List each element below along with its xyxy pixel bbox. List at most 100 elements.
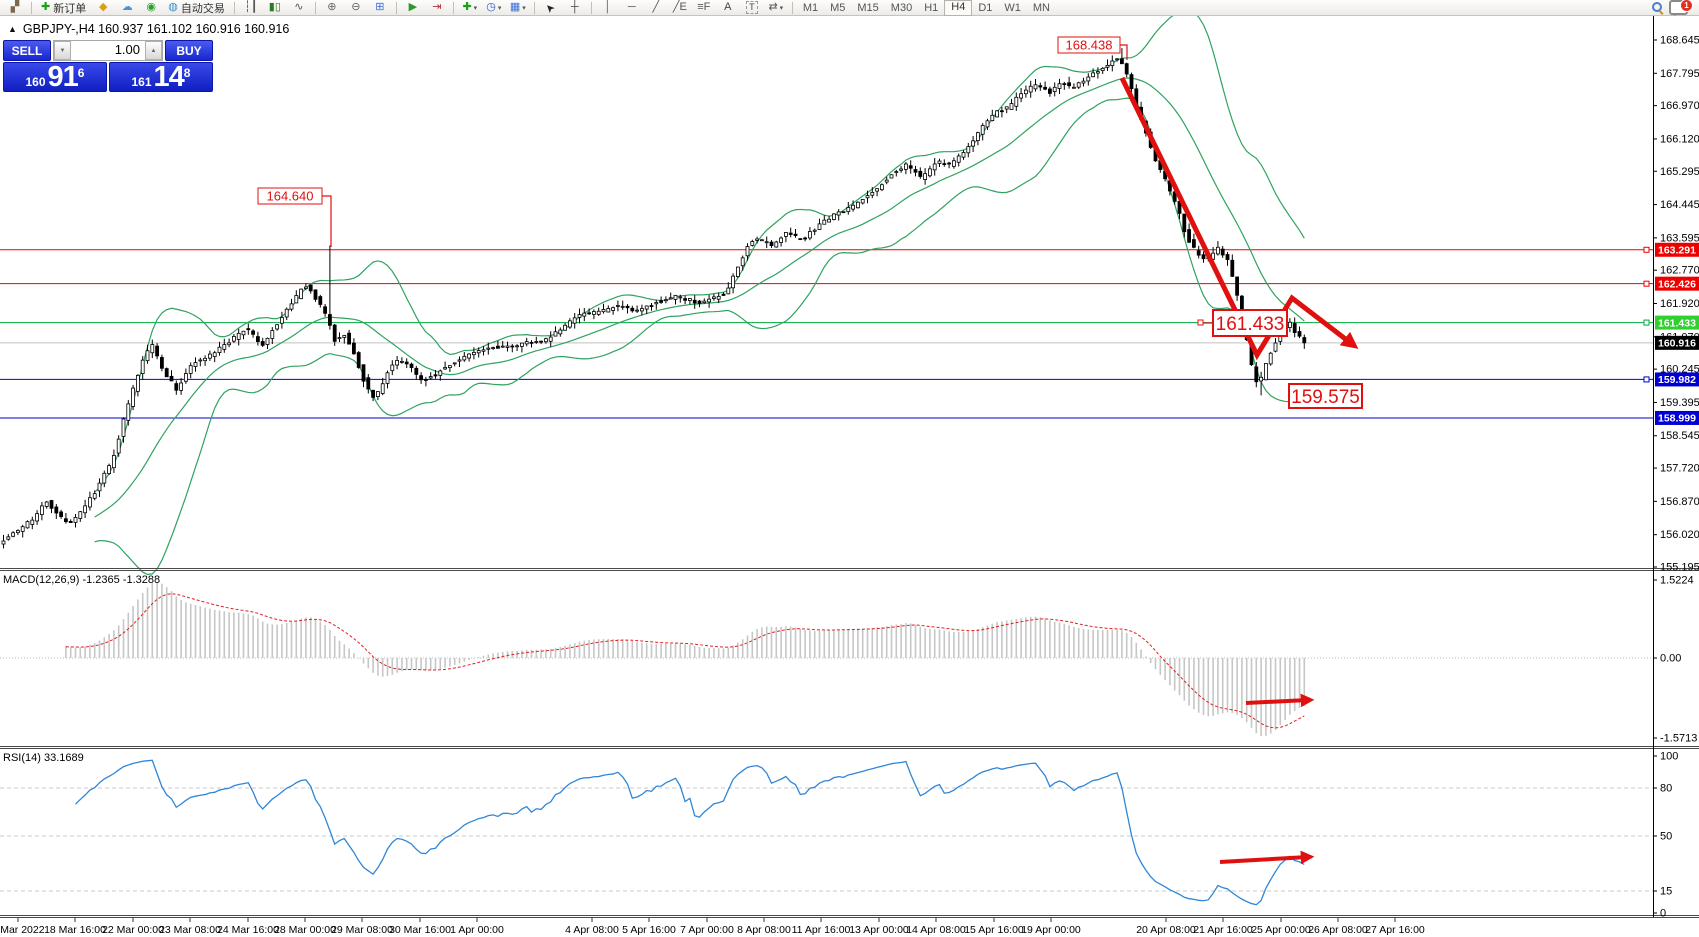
trendline-tool[interactable]: ╱ [644,1,668,15]
templates-button[interactable]: ▦ ▾ [506,1,530,15]
buy-price-pips: 14 [153,61,185,93]
svg-text:164.445: 164.445 [1660,199,1699,211]
sep7 [590,1,592,14]
svg-text:7 Apr 00:00: 7 Apr 00:00 [680,924,734,936]
channel-tool[interactable]: ╱E [668,1,692,15]
tile-windows-icon[interactable]: ⊞ [368,1,392,15]
svg-text:29 Mar 08:00: 29 Mar 08:00 [331,924,393,936]
arrows-tool[interactable]: ⇄ ▾ [764,1,788,15]
svg-text:159.982: 159.982 [1658,374,1696,386]
svg-text:161.433: 161.433 [1216,314,1285,335]
templates-button-glyph: ▦ [509,1,521,13]
tile-windows-icon-glyph: ⊞ [375,1,385,13]
tf-m1[interactable]: M1 [802,1,819,14]
new-order-button[interactable]: ✚ 新订单 [36,1,91,15]
svg-text:8 Apr 08:00: 8 Apr 08:00 [737,924,791,936]
vline-tool-glyph: │ [604,1,612,13]
signals-icon-glyph: ◉ [146,1,157,13]
svg-text:156.870: 156.870 [1660,496,1699,508]
volume-input[interactable]: 1.00 [114,42,140,57]
candle-chart-icon[interactable]: ▮▯ [263,1,287,15]
text-tool[interactable]: A [716,1,740,15]
svg-text:15: 15 [1660,886,1672,898]
label-tool[interactable]: T [740,1,764,15]
autotrading-button-label: 自动交易 [180,2,225,15]
svg-text:11 Apr 16:00: 11 Apr 16:00 [792,924,851,936]
macd-pane [0,582,1653,736]
svg-text:50: 50 [1660,831,1672,843]
line-chart-icon[interactable]: ∿ [287,1,311,15]
new-order-button-label: 新订单 [53,2,87,15]
svg-text:15 Apr 16:00: 15 Apr 16:00 [964,924,1024,936]
search-icon[interactable] [1645,1,1669,15]
svg-text:168.438: 168.438 [1066,38,1113,53]
bar-chart-icon[interactable]: ┆┃ [239,1,263,15]
sell-price-box[interactable]: 160 91 6 [3,62,107,92]
arrows-tool-caret: ▾ [779,4,784,12]
add-indicator-button[interactable]: ✚ ▾ [458,1,482,15]
svg-text:21 Apr 16:00: 21 Apr 16:00 [1193,924,1253,936]
crosshair-tool[interactable]: ┼ [563,1,587,15]
svg-text:0: 0 [1660,908,1666,920]
tf-h1[interactable]: H1 [924,1,939,14]
rsi-indicator-label: RSI(14) 33.1689 [3,752,84,764]
svg-text:165.295: 165.295 [1660,166,1699,178]
tf-m5[interactable]: M5 [830,1,846,14]
line-chart-icon-glyph: ∿ [294,1,304,13]
tf-mn[interactable]: MN [1032,1,1050,14]
sep8 [791,1,793,14]
window-fragment-icon[interactable]: ▞ [3,1,27,15]
rsi-pane [0,759,1653,906]
tf-h4[interactable]: H4 [944,0,973,16]
svg-text:158.545: 158.545 [1660,430,1699,442]
svg-text:161.920: 161.920 [1660,298,1699,310]
horizontal-lines[interactable] [0,249,1653,419]
window-fragment-icon-glyph: ▞ [10,1,20,13]
buy-button[interactable]: BUY [165,40,213,61]
volume-up-button[interactable]: ▲ [145,41,162,60]
pane-separators [0,568,1699,918]
market-icon[interactable]: ◆ [91,1,115,15]
chart-shift-icon[interactable]: ⇥ [425,1,449,15]
chart-title-text: GBPJPY-,H4 160.937 161.102 160.916 160.9… [22,22,290,36]
svg-text:162.426: 162.426 [1658,278,1696,290]
chat-icon[interactable]: 1 [1669,0,1696,16]
rsi-trend-arrow[interactable] [1219,850,1315,865]
annotation-boxes[interactable]: 168.438 164.640 161.433 159.575 [257,36,1363,409]
buy-price-box[interactable]: 161 14 8 [109,62,213,92]
svg-text:1 Apr 00:00: 1 Apr 00:00 [450,924,504,936]
tf-d1[interactable]: D1 [978,1,993,14]
svg-text:159.395: 159.395 [1660,397,1699,409]
hline-tool[interactable]: ─ [620,1,644,15]
sell-button[interactable]: SELL [3,40,51,61]
zoom-out-icon[interactable]: ⊖ [344,1,368,15]
macd-trend-arrow[interactable] [1245,693,1315,708]
tf-m15[interactable]: M15 [857,1,879,14]
auto-scroll-icon[interactable]: ▶ [401,1,425,15]
tf-m30[interactable]: M30 [890,1,913,14]
autotrading-button[interactable]: ◍ 自动交易 [163,1,230,15]
candle-chart-icon-glyph: ▮▯ [268,1,281,13]
periods-button[interactable]: ◷ ▾ [482,1,506,15]
hline-tool-glyph: ─ [627,1,636,13]
fibonacci-tool[interactable]: ≡F [692,1,716,15]
sep3 [314,1,316,14]
volume-down-button[interactable]: ▼ [54,41,71,60]
trend-arrows[interactable] [1119,76,1359,865]
svg-text:22 Mar 00:00: 22 Mar 00:00 [102,924,164,936]
svg-text:19 Apr 00:00: 19 Apr 00:00 [1021,924,1081,936]
chat-badge: 1 [1680,0,1693,12]
cloud-icon[interactable]: ☁ [115,1,139,15]
svg-text:23 Mar 08:00: 23 Mar 08:00 [159,924,221,936]
signals-icon[interactable]: ◉ [139,1,163,15]
svg-text:164.640: 164.640 [267,189,314,204]
zoom-in-icon[interactable]: ⊕ [320,1,344,15]
svg-text:157.720: 157.720 [1660,463,1699,475]
tf-w1[interactable]: W1 [1004,1,1021,14]
cursor-tool[interactable]: ➤ [539,0,563,15]
candlesticks [1,48,1307,549]
sell-price-int: 160 [25,75,46,89]
vline-tool[interactable]: │ [596,1,620,15]
